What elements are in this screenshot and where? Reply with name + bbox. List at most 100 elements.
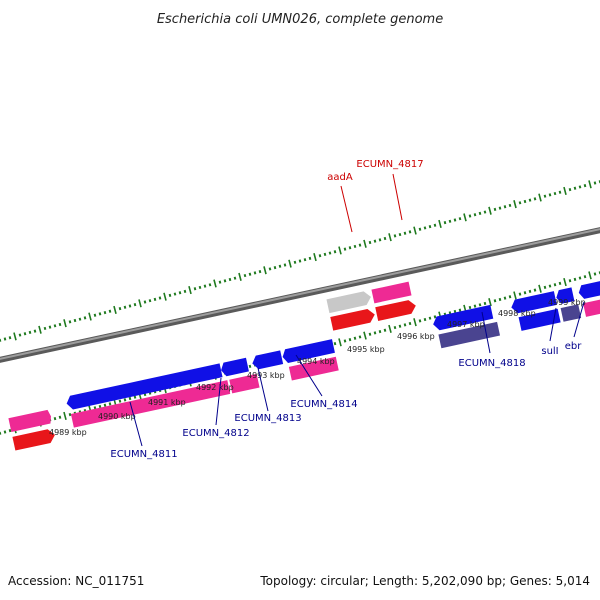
minor-tick <box>58 415 62 419</box>
major-tick <box>88 312 92 321</box>
gene-label-ecumn-4818[interactable]: ECUMN_4818 <box>458 358 525 369</box>
cds-forward-ebr[interactable] <box>555 287 575 304</box>
cds-reverse-ecumn-4817[interactable] <box>371 281 412 304</box>
major-tick <box>413 318 417 327</box>
minor-tick <box>543 194 547 198</box>
minor-tick <box>123 305 127 309</box>
minor-tick <box>343 339 347 343</box>
minor-tick <box>68 412 72 417</box>
minor-tick <box>373 331 377 335</box>
other-ecumn-4818[interactable] <box>438 321 501 349</box>
major-tick <box>238 272 242 281</box>
gene-label-aada[interactable]: aadA <box>327 172 353 183</box>
minor-tick <box>478 211 482 215</box>
cds-forward-ecumn-4814[interactable] <box>281 339 335 364</box>
cds-reverse-left[interactable] <box>8 409 52 432</box>
minor-tick <box>428 225 432 229</box>
minor-tick <box>393 234 397 238</box>
major-tick <box>213 279 217 288</box>
minor-tick <box>503 205 507 209</box>
minor-tick <box>298 259 302 263</box>
cds-forward-ecumn-4818[interactable] <box>432 304 494 331</box>
minor-tick <box>368 240 372 245</box>
minor-tick <box>93 313 97 317</box>
gene-label-ebr[interactable]: ebr <box>565 341 583 352</box>
leader-lines <box>129 173 585 447</box>
minor-tick <box>348 338 352 342</box>
minor-tick <box>583 275 587 279</box>
minor-tick <box>253 271 257 275</box>
minor-tick <box>393 325 397 330</box>
major-tick <box>63 319 67 328</box>
scale-label: 4993 kbp <box>247 371 285 380</box>
minor-tick <box>568 279 572 283</box>
rna-forward-ecumn-4817[interactable] <box>375 299 417 321</box>
major-tick <box>388 233 392 242</box>
cds-forward-suli[interactable] <box>510 291 557 314</box>
minor-tick <box>208 283 212 287</box>
minor-tick <box>458 308 462 312</box>
cds-forward-ecumn-4813[interactable] <box>251 350 284 370</box>
minor-tick <box>593 181 597 185</box>
minor-tick <box>168 293 172 297</box>
major-tick <box>188 286 192 295</box>
minor-tick <box>498 297 502 302</box>
cds-forward-right-edge[interactable] <box>577 276 600 299</box>
other-ebr[interactable] <box>560 304 582 322</box>
scale-label: 4989 kbp <box>49 428 87 437</box>
gene-label-ecumn-4811[interactable]: ECUMN_4811 <box>110 449 177 460</box>
minor-tick <box>553 191 557 196</box>
minor-tick <box>493 207 497 212</box>
rna-forward-aada[interactable] <box>330 308 376 331</box>
major-tick <box>263 266 267 275</box>
major-tick <box>63 411 67 420</box>
scale-label: 4990 kbp <box>98 412 136 421</box>
minor-tick <box>3 430 7 434</box>
minor-tick <box>573 277 577 281</box>
rna-forward-left[interactable] <box>12 428 56 451</box>
minor-tick <box>178 291 182 295</box>
minor-tick <box>403 231 407 235</box>
cds-reverse-ecumn-4812[interactable] <box>229 373 260 394</box>
gene-label-ecumn-4813[interactable]: ECUMN_4813 <box>234 413 301 424</box>
minor-tick <box>118 307 122 311</box>
minor-tick <box>528 289 532 294</box>
cds-forward-ecumn-4812[interactable] <box>220 357 249 377</box>
minor-tick <box>83 316 87 320</box>
major-tick <box>163 292 167 301</box>
leader-line <box>257 367 269 412</box>
minor-tick <box>553 283 557 287</box>
major-tick <box>563 277 567 287</box>
minor-tick <box>443 221 447 225</box>
minor-tick <box>468 214 472 218</box>
minor-tick <box>98 404 102 409</box>
gene-label-ecumn-4812[interactable]: ECUMN_4812 <box>182 428 249 439</box>
minor-tick <box>23 332 27 336</box>
major-tick <box>563 186 567 195</box>
minor-tick <box>343 247 347 251</box>
cds-reverse-ecumn-4811[interactable] <box>70 380 231 428</box>
pseudo-aada[interactable] <box>326 290 372 314</box>
scale-labels: 4989 kbp 4990 kbp 4991 kbp 4992 kbp 4993… <box>49 298 586 437</box>
scale-label: 4991 kbp <box>148 398 186 407</box>
minor-tick <box>458 217 462 221</box>
minor-tick <box>473 304 477 308</box>
feature-track <box>8 276 600 451</box>
minor-tick <box>223 279 227 283</box>
minor-tick <box>358 335 362 339</box>
cds-reverse-ecumn-4814[interactable] <box>288 356 339 381</box>
minor-tick <box>128 396 132 401</box>
minor-tick <box>408 321 412 326</box>
cds-reverse-right-edge[interactable] <box>583 293 600 317</box>
gene-label-suli[interactable]: sulI <box>541 346 558 357</box>
gene-label-ecumn-4814[interactable]: ECUMN_4814 <box>290 399 357 410</box>
minor-tick <box>423 317 427 322</box>
minor-tick <box>333 342 337 346</box>
cds-forward-ecumn-4811[interactable] <box>65 363 223 410</box>
gene-label-ecumn-4817[interactable]: ECUMN_4817 <box>356 159 423 170</box>
cds-forward-suli-2[interactable] <box>518 308 561 331</box>
outer-tick-ring <box>0 180 600 342</box>
major-tick <box>438 219 442 229</box>
minor-tick <box>273 266 277 270</box>
major-tick <box>588 180 592 189</box>
